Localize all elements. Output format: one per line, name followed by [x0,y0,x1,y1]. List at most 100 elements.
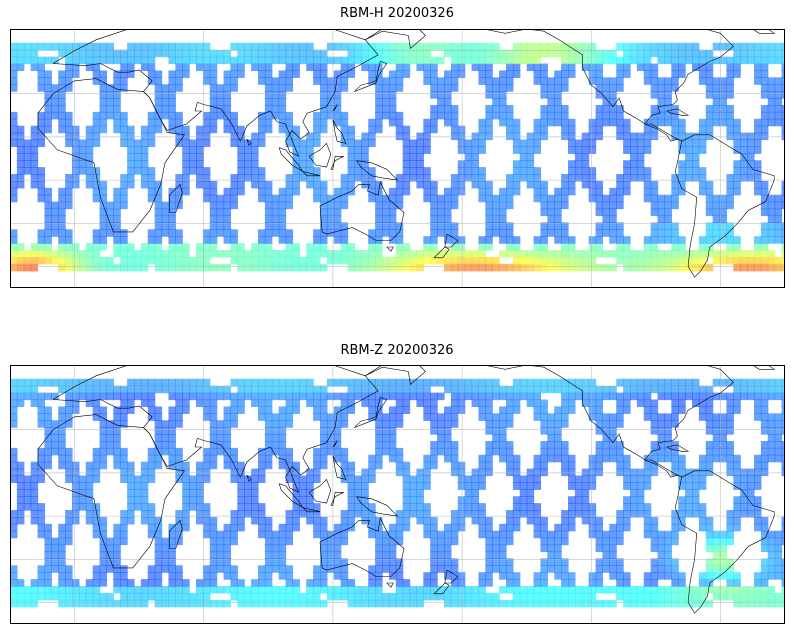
data-cell [147,586,156,594]
data-cell [382,440,390,449]
data-cell [547,98,555,106]
data-cell [760,236,769,244]
data-cell [623,256,631,265]
data-cell [230,236,238,244]
data-cell [478,378,486,387]
data-cell [168,558,176,566]
data-cell [506,392,514,401]
data-cell [519,378,528,387]
data-cell [492,56,500,65]
data-cell [416,256,424,265]
data-cell [216,49,225,58]
data-cell [37,503,46,511]
data-cell [161,256,170,265]
data-cell [437,427,445,435]
data-cell [65,56,73,65]
data-cell [44,256,52,265]
data-cell [44,56,52,65]
data-cell [568,503,576,511]
data-cell [264,378,273,387]
data-cell [588,194,597,203]
data-cell [533,139,542,148]
data-cell [72,406,80,414]
data-cell [388,208,397,217]
data-cell [519,139,528,148]
data-cell [120,201,128,210]
data-cell [747,468,755,477]
data-cell [285,537,294,546]
data-cell [258,77,266,85]
data-cell [306,63,314,72]
data-cell [154,84,163,92]
data-cell [595,420,604,428]
data-cell [485,440,493,449]
data-cell [733,56,741,65]
data-cell [333,454,342,463]
data-cell [657,229,666,237]
data-cell [92,599,101,608]
data-cell [326,256,335,265]
data-cell [182,263,190,272]
data-cell [113,236,121,244]
data-cell [554,530,562,539]
data-cell [113,125,121,134]
data-cell [430,572,438,580]
data-cell [650,91,659,99]
data-cell [361,174,369,182]
data-cell [485,392,493,401]
data-cell [92,236,101,244]
data-cell [306,399,314,408]
data-cell [10,385,18,394]
data-cell [457,236,466,244]
data-cell [58,77,66,85]
data-cell [747,146,755,154]
data-cell [457,187,466,196]
data-cell [375,49,383,58]
data-cell [16,516,25,525]
data-cell [347,256,356,265]
data-cell [78,475,87,484]
data-cell [161,91,170,99]
data-cell [65,180,73,189]
data-cell [58,413,66,421]
data-cell [258,586,266,594]
data-cell [223,558,232,566]
data-cell [568,592,576,601]
data-cell [705,49,714,58]
data-cell [264,187,273,196]
data-cell [147,125,156,134]
data-cell [127,153,135,161]
data-cell [258,599,266,608]
data-cell [450,558,459,566]
data-cell [692,510,700,518]
data-cell [375,579,383,587]
data-cell [237,378,245,387]
data-cell [92,111,101,120]
data-cell [382,222,390,230]
data-cell [402,243,411,251]
data-cell [58,243,66,251]
data-cell [588,413,597,421]
data-cell [251,256,259,265]
data-cell [568,263,576,272]
data-cell [382,378,390,387]
data-cell [127,167,135,175]
data-cell [581,132,590,141]
data-cell [430,558,438,566]
data-cell [705,468,714,477]
coastline [752,365,776,370]
data-cell [320,91,328,99]
data-cell [705,263,714,272]
data-cell [340,118,349,127]
data-cell [540,236,548,244]
data-cell [623,250,631,258]
data-cell [547,551,555,559]
data-cell [85,139,94,148]
data-cell [354,153,362,161]
data-cell [258,139,266,148]
data-cell [733,496,741,504]
data-cell [657,49,666,58]
data-cell [251,392,259,401]
data-cell [368,516,376,525]
data-cell [258,194,266,203]
